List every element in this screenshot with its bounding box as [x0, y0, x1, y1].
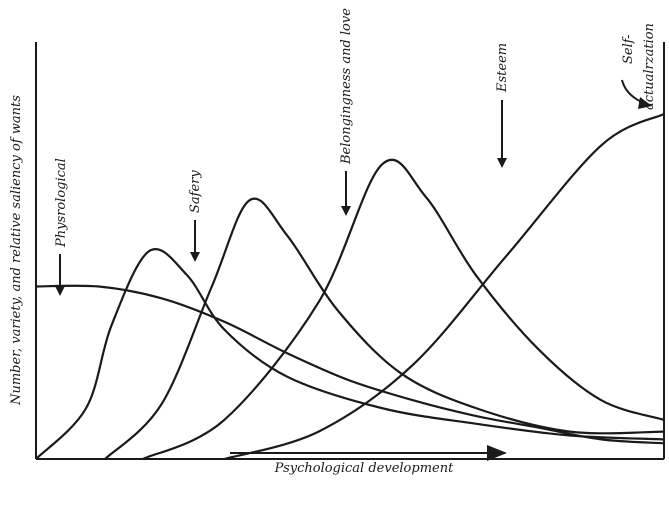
- annotation-safety-arrow-head: [190, 252, 200, 262]
- annotation-belongingness-arrow-head: [341, 206, 351, 216]
- annotation-self-label-line1: Self-: [621, 35, 636, 65]
- annotation-safety-label: Safery: [188, 170, 203, 213]
- annotation-physiological-arrow-head: [55, 286, 65, 296]
- series-line-0: [35, 284, 665, 445]
- annotation-self-arrow-head: [638, 97, 652, 109]
- annotation-physiological-label: Physrological: [54, 158, 69, 248]
- series-line-2: [104, 197, 665, 460]
- annotation-self-label-line2: actualrzation: [642, 23, 657, 110]
- annotations-group: Physrological Safery Belongingness and lov…: [54, 8, 657, 296]
- series-line-4: [224, 113, 665, 461]
- x-axis-label: Psychological development: [274, 461, 454, 476]
- annotation-belongingness-label: Belongingness and love: [339, 8, 354, 165]
- y-axis-label: Number, variety, and relative saliency o…: [9, 95, 24, 406]
- annotation-esteem-arrow-head: [497, 158, 507, 168]
- series-line-1: [35, 248, 665, 460]
- curves-group: [35, 113, 665, 461]
- series-line-3: [142, 158, 665, 460]
- annotation-esteem-label: Esteem: [495, 43, 510, 93]
